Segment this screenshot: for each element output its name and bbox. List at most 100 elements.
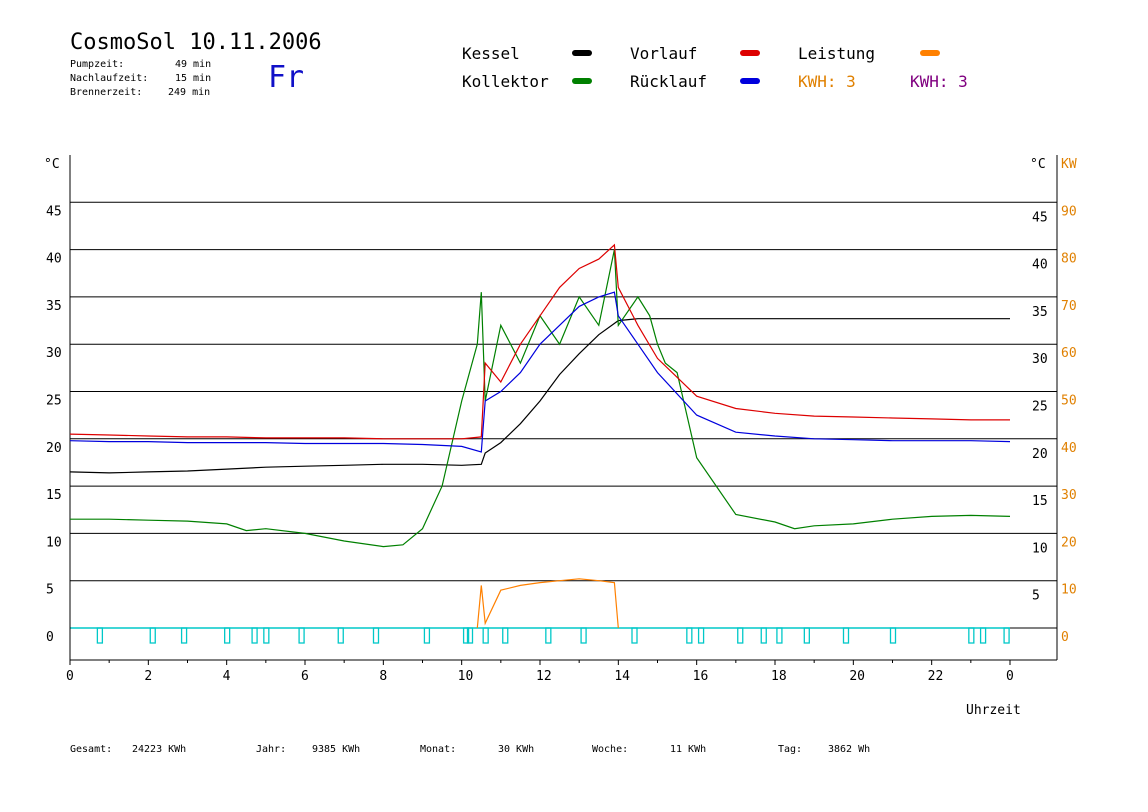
y-tick-label-kw: 80 <box>1061 252 1077 267</box>
pump-marker <box>889 627 897 644</box>
pump-marker <box>482 627 489 644</box>
pump-marker <box>697 627 705 644</box>
legend-kessel: Kessel <box>462 44 520 63</box>
x-tick-label: 16 <box>693 669 709 684</box>
legend-kwh-1: KWH: 3 <box>798 72 856 91</box>
pump-marker <box>180 627 188 644</box>
pump-marker <box>760 627 767 644</box>
y-tick-label-left: 35 <box>46 299 62 314</box>
y-tick-label-left: 0 <box>46 630 54 645</box>
footer-tag-value: 3862 Wh <box>828 744 871 755</box>
legend-kwh-2: KWH: 3 <box>910 72 968 91</box>
x-tick-label: 12 <box>536 669 552 684</box>
y-tick-label-kw: 0 <box>1061 630 1069 645</box>
pump-markers <box>96 627 1010 644</box>
x-tick-label: 4 <box>223 669 231 684</box>
legend-ruecklauf: Rücklauf <box>630 72 708 91</box>
footer-monat-value: 30 KWh <box>498 744 535 755</box>
pump-marker <box>251 627 258 644</box>
legend-vorlauf: Vorlauf <box>630 44 698 63</box>
pump-marker <box>580 627 587 644</box>
x-tick-label: 10 <box>458 669 474 684</box>
pump-marker <box>149 627 156 644</box>
y-tick-label-kw: 30 <box>1061 488 1077 503</box>
y-tick-label-right: 45 <box>1032 210 1048 225</box>
x-tick-label: 6 <box>301 669 309 684</box>
y-unit-left: °C <box>44 157 60 172</box>
pump-marker <box>803 627 810 644</box>
y-tick-label-right: 5 <box>1032 589 1040 604</box>
x-tick-label: 14 <box>614 669 630 684</box>
footer-jahr-label: Jahr: <box>256 744 287 755</box>
y-tick-label-right: 10 <box>1032 541 1048 556</box>
y-tick-label-left: 10 <box>46 535 62 550</box>
legend-vorlauf-swatch <box>740 50 760 56</box>
legend-kessel-swatch <box>572 50 592 56</box>
legend-kollektor: Kollektor <box>462 72 549 91</box>
legend-kollektor-swatch <box>572 78 592 84</box>
pump-marker <box>776 627 783 644</box>
x-tick-label: 22 <box>928 669 944 684</box>
pump-marker <box>224 627 231 644</box>
footer-woche-label: Woche: <box>592 744 629 755</box>
stat-nachlaufzeit-label: Nachlaufzeit: <box>70 73 149 84</box>
x-tick-label: 0 <box>66 669 74 684</box>
y-tick-label-left: 25 <box>46 394 62 409</box>
footer-tag-label: Tag: <box>778 744 803 755</box>
x-tick-label: 0 <box>1006 669 1014 684</box>
pump-marker <box>631 627 638 644</box>
x-tick-label: 20 <box>849 669 865 684</box>
pump-marker <box>298 627 305 644</box>
y-tick-label-left: 15 <box>46 488 62 503</box>
y-unit-kw: KW <box>1061 157 1077 172</box>
y-tick-label-left: 5 <box>46 583 54 598</box>
chart-axes <box>69 155 1058 665</box>
series-line-kollektor <box>70 249 1011 548</box>
footer-woche-value: 11 KWh <box>670 744 707 755</box>
series-line-vorlauf <box>69 243 1010 440</box>
pump-marker <box>466 627 474 644</box>
y-tick-label-right: 15 <box>1032 494 1048 509</box>
y-tick-label-kw: 60 <box>1061 346 1077 361</box>
x-tick-label: 2 <box>144 669 152 684</box>
y-tick-label-kw: 70 <box>1061 299 1077 314</box>
y-tick-label-kw: 40 <box>1061 441 1077 456</box>
tick-labels: 0 2 4 6 8 10 12 14 16 18 20 22 0 0 5 10 15 20 25 30 35 40 45 5 1… <box>44 157 1077 718</box>
y-tick-label-right: 35 <box>1032 305 1048 320</box>
footer-monat-label: Monat: <box>420 744 457 755</box>
pump-marker <box>686 627 693 644</box>
y-tick-label-right: 40 <box>1032 258 1048 273</box>
y-tick-label-kw: 10 <box>1061 583 1077 598</box>
stat-pumpzeit-value: 49 min <box>175 59 212 70</box>
pump-marker <box>842 627 850 644</box>
y-tick-label-right: 20 <box>1032 447 1048 462</box>
y-tick-label-left: 30 <box>46 346 62 361</box>
stat-nachlaufzeit-value: 15 min <box>175 73 212 84</box>
x-axis-label: Uhrzeit <box>966 703 1021 718</box>
pump-marker <box>737 627 744 644</box>
pump-marker <box>372 627 380 644</box>
pump-marker <box>502 627 509 644</box>
legend-leistung: Leistung <box>798 44 876 63</box>
legend-leistung-swatch <box>920 50 940 56</box>
legend-ruecklauf-swatch <box>740 78 760 84</box>
footer-jahr-value: 9385 KWh <box>312 744 361 755</box>
series-lines <box>69 243 1011 629</box>
y-tick-label-right: 30 <box>1032 352 1048 367</box>
pump-marker <box>545 627 552 644</box>
weekday-label: Fr <box>268 60 305 95</box>
footer-gesamt-value: 24223 KWh <box>132 744 187 755</box>
y-tick-label-right: 25 <box>1032 400 1048 415</box>
y-tick-label-kw: 90 <box>1061 204 1077 219</box>
pump-marker <box>423 627 431 644</box>
y-tick-label-kw: 20 <box>1061 535 1077 550</box>
series-line-ruecklauf <box>69 291 1011 453</box>
pump-marker <box>968 627 975 644</box>
grid-lines <box>70 201 1057 629</box>
stat-pumpzeit-label: Pumpzeit: <box>70 59 125 70</box>
footer-gesamt-label: Gesamt: <box>70 744 113 755</box>
stat-brennerzeit-label: Brennerzeit: <box>70 87 143 98</box>
series-line-leistung <box>476 578 619 629</box>
pump-marker <box>979 627 987 644</box>
series-line-kessel <box>69 318 1010 474</box>
